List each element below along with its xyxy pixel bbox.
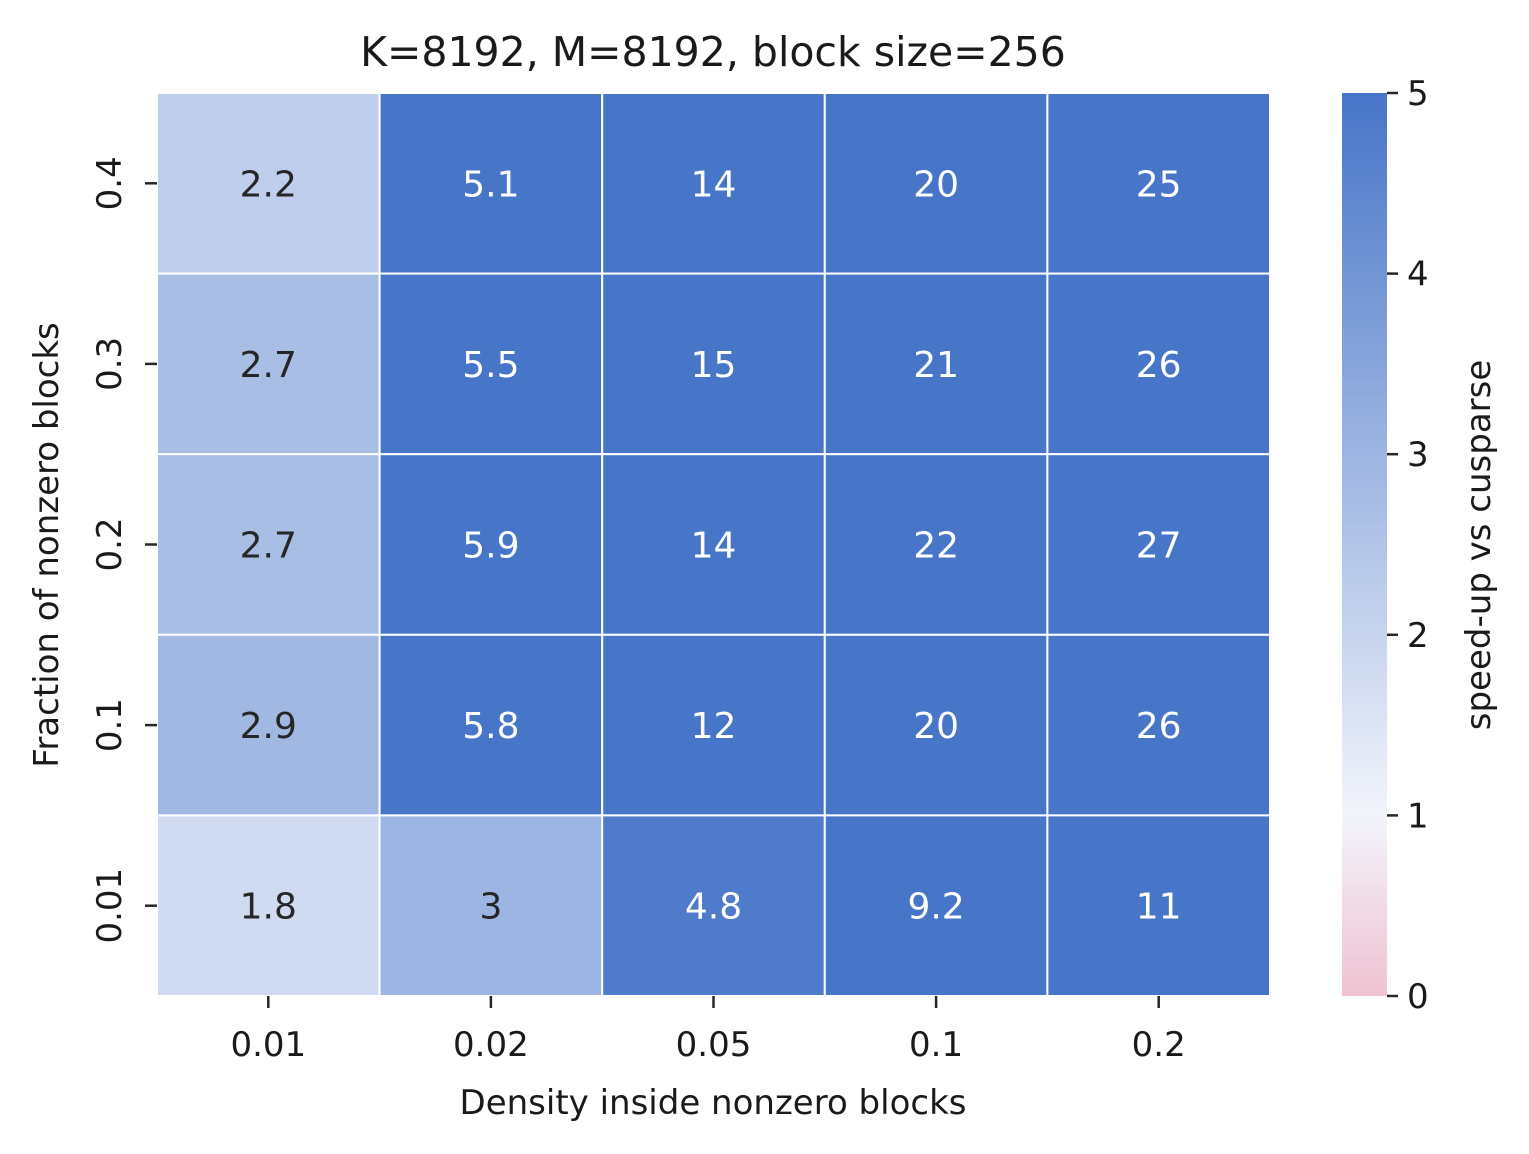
cell-value-label: 25: [1136, 164, 1182, 205]
heatmap-cell: [156, 814, 381, 998]
cell-value-label: 12: [691, 706, 737, 747]
heatmap-cell: [601, 453, 826, 636]
heatmap-cell: [156, 272, 381, 456]
heatmap-cell: [156, 92, 381, 275]
heatmap-cell: [601, 814, 826, 998]
y-axis-ticks: 0.4 0.3 0.2 0.1 0.01: [90, 156, 157, 944]
y-tick-label: 0.1: [90, 698, 130, 752]
x-tick-label: 0.01: [230, 1025, 306, 1065]
cell-value-label: 5.5: [462, 345, 519, 386]
colorbar-tick-label: 0: [1407, 977, 1429, 1017]
cell-value-label: 20: [913, 164, 959, 205]
colorbar: [1342, 93, 1387, 996]
cell-value-label: 14: [691, 164, 737, 205]
y-tick-label: 0.4: [90, 156, 130, 210]
cell-value-label: 2.7: [240, 345, 297, 386]
colorbar-label: speed-up vs cusparse: [1459, 360, 1499, 731]
heatmap-cell: [378, 814, 604, 998]
colorbar-tick-label: 4: [1407, 255, 1429, 295]
heatmap-cell: [1046, 453, 1272, 636]
heatmap-cell: [378, 453, 604, 636]
heatmap-cell: [1046, 272, 1272, 456]
x-tick-label: 0.02: [453, 1025, 529, 1065]
x-tick-label: 0.05: [676, 1025, 752, 1065]
heatmap-cell: [823, 633, 1049, 817]
heatmap-cells: [156, 92, 1272, 998]
cell-value-label: 2.7: [240, 526, 297, 567]
cell-value-label: 5.9: [462, 526, 519, 567]
cell-value-label: 1.8: [240, 887, 297, 928]
heatmap-cell: [601, 272, 826, 456]
heatmap-cell-labels: 2.2 5.1 14 20 25 2.7 5.5 15 21 26 2.7 5.9 14 22 27 2.9 5…: [240, 164, 1182, 927]
cell-value-label: 20: [913, 706, 959, 747]
cell-value-label: 15: [691, 345, 737, 386]
chart-title: K=8192, M=8192, block size=256: [360, 28, 1066, 76]
colorbar-tick-label: 1: [1407, 796, 1429, 836]
y-axis-label: Fraction of nonzero blocks: [27, 322, 67, 768]
colorbar-tick-label: 3: [1407, 435, 1429, 475]
heatmap-cell: [1046, 633, 1272, 817]
y-tick-label: 0.3: [90, 337, 130, 391]
heatmap-cell: [823, 453, 1049, 636]
cell-value-label: 21: [913, 345, 959, 386]
heatmap-cell: [378, 92, 604, 275]
colorbar-ticks: 0 1 2 3 4 5: [1387, 74, 1429, 1017]
cell-value-label: 3: [479, 887, 502, 928]
cell-value-label: 14: [691, 526, 737, 567]
heatmap-cell: [1046, 814, 1272, 998]
x-axis-label: Density inside nonzero blocks: [460, 1083, 967, 1123]
colorbar-tick-label: 2: [1407, 616, 1429, 656]
cell-value-label: 5.8: [462, 706, 519, 747]
cell-value-label: 27: [1136, 526, 1182, 567]
y-tick-label: 0.2: [90, 517, 130, 571]
cell-value-label: 26: [1136, 345, 1182, 386]
cell-value-label: 22: [913, 526, 959, 567]
x-tick-label: 0.2: [1132, 1025, 1186, 1065]
heatmap-cell: [601, 92, 826, 275]
heatmap-cell: [378, 633, 604, 817]
x-tick-label: 0.1: [909, 1025, 963, 1065]
cell-value-label: 2.9: [240, 706, 297, 747]
cell-value-label: 26: [1136, 706, 1182, 747]
cell-value-label: 5.1: [462, 164, 519, 205]
cell-value-label: 9.2: [907, 887, 964, 928]
heatmap-cell: [1046, 92, 1272, 275]
cell-value-label: 2.2: [240, 164, 297, 205]
colorbar-tick-label: 5: [1407, 74, 1429, 114]
heatmap-cell: [823, 92, 1049, 275]
y-tick-label: 0.01: [90, 868, 130, 944]
cell-value-label: 11: [1136, 887, 1182, 928]
x-axis-ticks: 0.01 0.02 0.05 0.1 0.2: [230, 996, 1186, 1065]
heatmap-cell: [601, 633, 826, 817]
cell-value-label: 4.8: [685, 887, 742, 928]
